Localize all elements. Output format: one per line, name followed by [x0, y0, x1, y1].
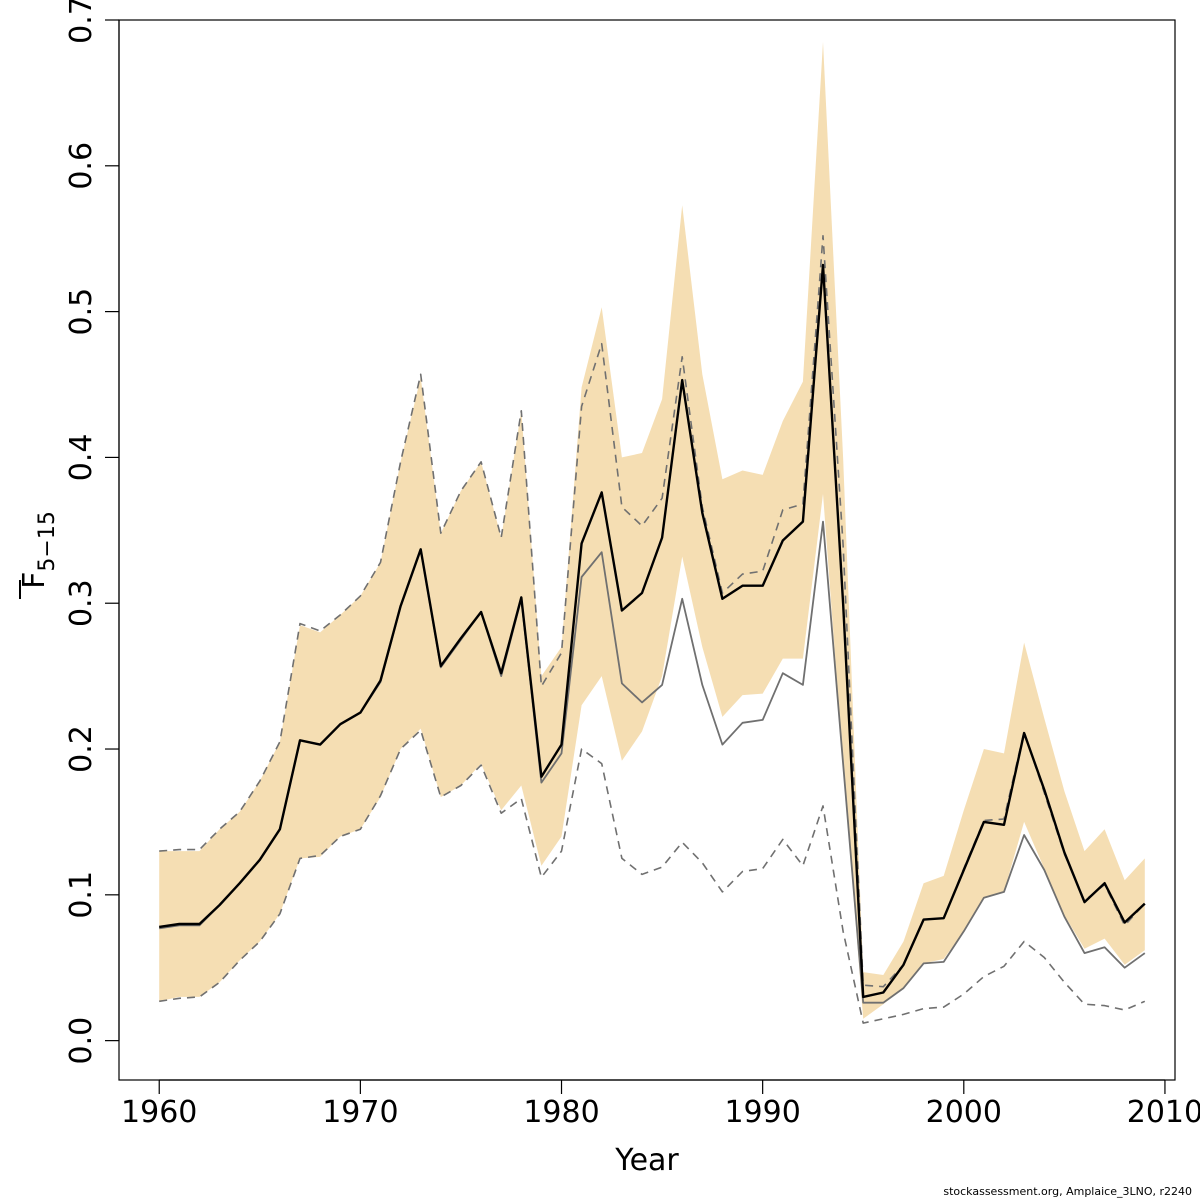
y-axis-title-main: F [17, 572, 52, 589]
y-tick-label: 0.5 [64, 288, 99, 336]
x-tick-label: 2010 [1127, 1095, 1200, 1130]
credit-text: stockassessment.org, Amplaice_3LNO, r224… [943, 1185, 1192, 1198]
y-tick-label: 0.6 [64, 142, 99, 190]
y-tick-label: 0.4 [64, 434, 99, 482]
y-tick-label: 0.0 [64, 1017, 99, 1065]
y-axis-title-subscript: 5−15 [35, 511, 60, 571]
x-tick-label: 2000 [926, 1095, 1002, 1130]
y-axis-title: F5−15 [17, 511, 60, 599]
x-tick-label: 1970 [322, 1095, 398, 1130]
y-tick-label: 0.7 [64, 0, 99, 44]
confidence-band-layer [159, 41, 1145, 1019]
x-tick-label: 1980 [523, 1095, 599, 1130]
series-layer [159, 235, 1146, 1024]
x-axis-title: Year [614, 1143, 679, 1178]
y-tick-label: 0.2 [64, 725, 99, 773]
confidence-band [159, 41, 1145, 1019]
x-axis: 1960 1970 1980 1990 2000 2010 [121, 1079, 1200, 1130]
x-tick-label: 1990 [724, 1095, 800, 1130]
x-tick-label: 1960 [121, 1095, 197, 1130]
svg-text:F5−15: F5−15 [17, 511, 60, 589]
y-tick-label: 0.1 [64, 871, 99, 919]
estimate-line [159, 263, 1146, 999]
y-axis: 0.0 0.1 0.2 0.3 0.4 0.5 0.6 0.7 [64, 0, 120, 1065]
y-tick-label: 0.3 [64, 579, 99, 627]
lower-dashed-line [159, 729, 1146, 1024]
